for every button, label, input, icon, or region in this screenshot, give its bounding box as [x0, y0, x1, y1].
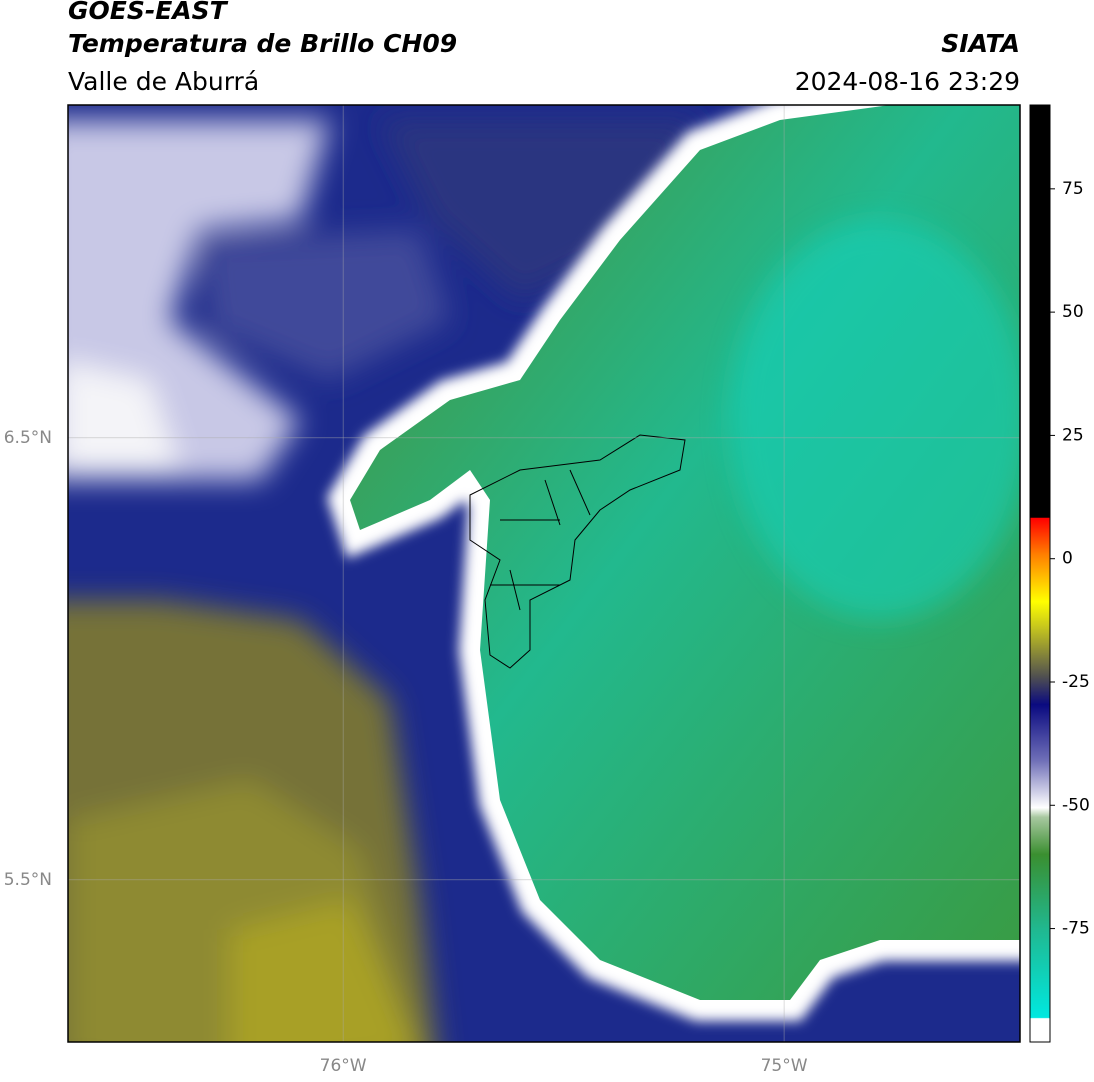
datetime: 2024-08-16 23:29 [795, 67, 1020, 96]
colorbar-tick-label: 50 [1062, 302, 1084, 322]
colorbar-tick-label: 0 [1062, 549, 1073, 569]
colorbar-tick-label: 25 [1062, 425, 1084, 445]
source: SIATA [941, 29, 1020, 58]
colorbar-tick-label: 75 [1062, 179, 1084, 199]
x-tick-label: 76°W [320, 1056, 367, 1076]
subtitle: Temperatura de Brillo CH09 [68, 29, 457, 58]
colorbar [1029, 104, 1051, 1043]
colorbar-tick-label: -25 [1062, 672, 1090, 692]
map-frame [67, 104, 1021, 1043]
colorbar-tick-label: -50 [1062, 795, 1090, 815]
x-tick-label: 75°W [761, 1056, 808, 1076]
satellite-image [68, 105, 1020, 1042]
y-tick-label: 6.5°N [4, 428, 52, 448]
region: Valle de Aburrá [68, 67, 259, 96]
y-tick-label: 5.5°N [4, 870, 52, 890]
colorbar-tick-label: -75 [1062, 919, 1090, 939]
title: GOES-EAST [68, 0, 229, 25]
